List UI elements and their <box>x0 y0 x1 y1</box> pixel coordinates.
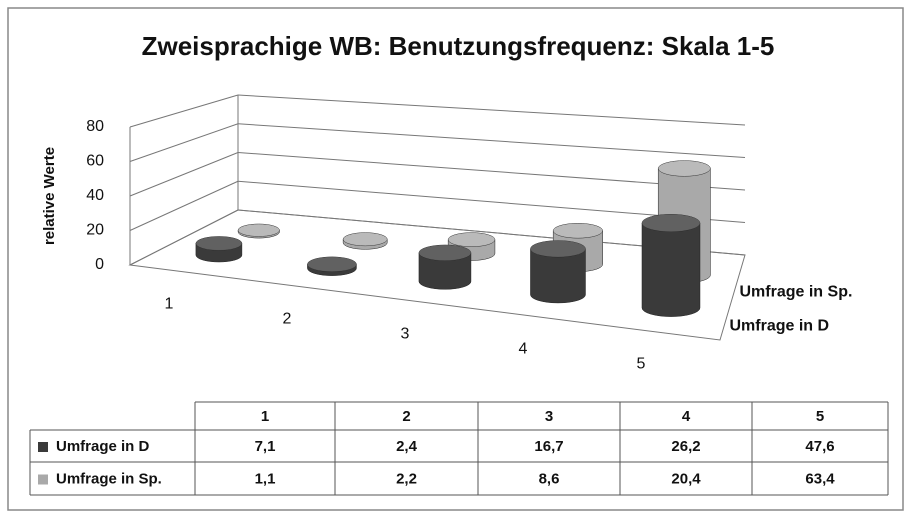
cylinder-top-shade <box>448 232 495 247</box>
table-row-label: Umfrage in Sp. <box>56 470 162 487</box>
cylinder <box>237 223 280 239</box>
table-cell: 20,4 <box>671 470 701 487</box>
cylinder-top-shade <box>530 240 586 258</box>
cylinder-top <box>237 223 280 237</box>
cylinder-body <box>418 252 472 290</box>
cylinder-top <box>657 160 711 177</box>
cylinder-top-shade <box>307 256 357 272</box>
grid-line <box>237 94 746 126</box>
cylinder-top-shade <box>658 160 711 177</box>
cylinder-top-shade <box>195 236 242 251</box>
y-tick-label: 80 <box>86 118 104 135</box>
cylinder <box>307 256 357 276</box>
table-cell: 8,6 <box>539 470 560 487</box>
cylinder <box>195 236 243 263</box>
cylinder-top-shade <box>343 232 388 246</box>
cylinder-top-shade <box>418 244 471 261</box>
cylinder-top-shade <box>641 214 700 232</box>
cylinder <box>641 214 701 317</box>
table-cell: 47,6 <box>805 438 834 455</box>
grid-line <box>129 180 239 231</box>
legend-label: Umfrage in Sp. <box>740 284 853 301</box>
grid-line <box>237 123 746 158</box>
cylinder-top <box>552 223 603 239</box>
grid-line <box>129 209 239 266</box>
cylinder-body <box>530 248 586 304</box>
grid-line <box>129 123 239 162</box>
table-header: 5 <box>816 408 824 425</box>
cylinder <box>418 244 472 290</box>
cylinder-top <box>342 232 388 247</box>
table-header: 4 <box>682 408 691 425</box>
x-tick-label: 1 <box>165 296 174 313</box>
table-cell: 7,1 <box>255 438 276 455</box>
cylinder-top <box>195 236 243 251</box>
cylinder-top-shade <box>553 223 603 239</box>
y-tick-label: 40 <box>86 187 104 204</box>
table-cell: 16,7 <box>534 438 563 455</box>
y-tick-label: 60 <box>86 153 104 170</box>
table-cell: 1,1 <box>255 470 276 487</box>
table-cell: 2,4 <box>396 438 418 455</box>
x-tick-label: 5 <box>637 356 646 373</box>
legend-label: Umfrage in D <box>730 318 830 335</box>
cylinder-top <box>418 244 472 261</box>
table-cell: 26,2 <box>671 438 700 455</box>
cylinder <box>530 240 586 304</box>
x-tick-label: 4 <box>519 341 528 358</box>
x-tick-label: 3 <box>401 326 410 343</box>
table-header: 2 <box>402 408 410 425</box>
table-cell: 63,4 <box>805 470 835 487</box>
cylinder-top <box>447 232 496 247</box>
table-header: 1 <box>261 408 269 425</box>
grid-line <box>129 94 239 128</box>
table-row-label: Umfrage in D <box>56 438 150 455</box>
cylinder-top <box>530 240 586 258</box>
x-tick-label: 2 <box>283 311 292 328</box>
y-tick-label: 20 <box>86 222 104 239</box>
y-tick-label: 0 <box>95 256 104 273</box>
cylinder-top <box>641 214 701 232</box>
cylinder <box>342 232 388 250</box>
table-header: 3 <box>545 408 553 425</box>
cylinder-top <box>307 256 357 272</box>
legend-key <box>38 442 48 452</box>
cylinder-top-shade <box>238 223 280 237</box>
cylinder-body <box>641 222 701 317</box>
table-cell: 2,2 <box>396 470 417 487</box>
chart-title: Zweisprachige WB: Benutzungsfrequenz: Sk… <box>142 31 775 61</box>
y-axis-label: relative Werte <box>41 147 58 245</box>
grid-line <box>129 152 239 197</box>
legend-key <box>38 474 48 485</box>
